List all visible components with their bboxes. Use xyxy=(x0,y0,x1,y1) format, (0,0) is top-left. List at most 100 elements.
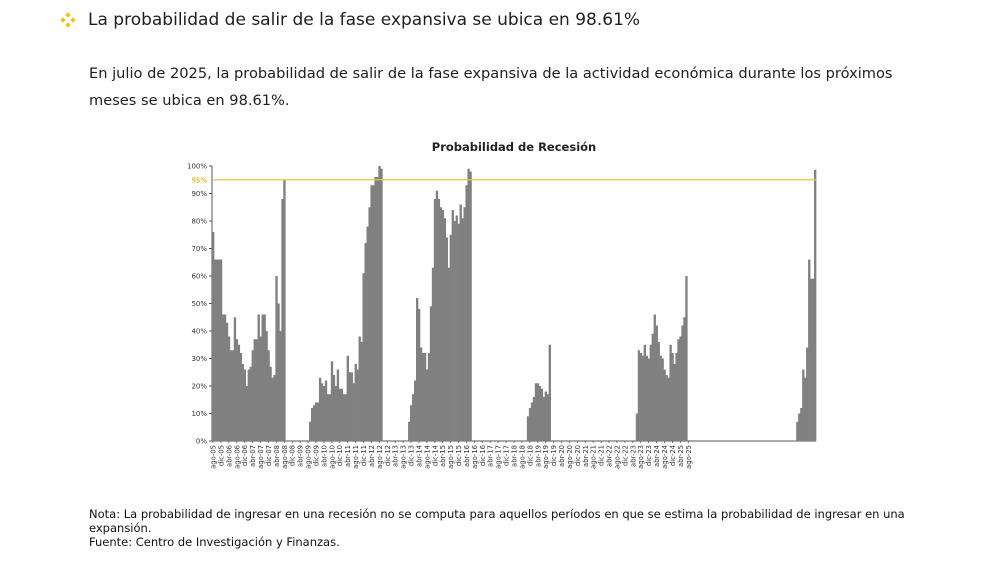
chart-bar xyxy=(810,278,813,441)
chart-bar xyxy=(257,314,260,441)
chart-bar xyxy=(410,405,413,441)
chart-bar xyxy=(451,210,454,441)
chart-bar xyxy=(806,347,809,441)
chart-bar xyxy=(469,171,472,441)
chart-bar xyxy=(279,331,282,441)
chart-bar xyxy=(685,276,688,441)
x-tick-label: abr-17 xyxy=(487,445,495,467)
chart-bar xyxy=(219,259,223,441)
chart-bar xyxy=(344,394,348,441)
x-tick-label: ago-16 xyxy=(471,445,479,469)
chart-bar xyxy=(412,394,415,441)
chart-bar xyxy=(796,421,799,441)
chart-bar xyxy=(663,369,666,441)
x-axis-labels: ago-05 dic-05 abr-06 ago-06 dic-06 abr-07 ago-… xyxy=(209,441,693,469)
chart-bar xyxy=(253,339,256,441)
chart-bar xyxy=(677,339,680,441)
chart-bar xyxy=(653,314,656,441)
x-tick-label: abr-22 xyxy=(606,445,614,467)
chart-bar xyxy=(669,344,672,441)
x-tick-label: abr-06 xyxy=(225,445,233,467)
x-tick-label: dic-20 xyxy=(574,445,582,466)
chart-bar xyxy=(814,169,817,441)
y-tick-label: 100% xyxy=(187,163,207,171)
diamond-bullet-icon xyxy=(60,12,76,28)
chart-bar xyxy=(273,375,276,441)
chart-bar xyxy=(269,366,272,441)
chart-bar xyxy=(449,234,452,441)
chart-bar xyxy=(463,207,466,441)
x-tick-label: dic-14 xyxy=(431,445,439,466)
chart-bar xyxy=(320,383,324,441)
chart-bar xyxy=(227,336,231,441)
x-tick-label: abr-07 xyxy=(249,445,257,467)
chart-bar xyxy=(536,383,540,441)
chart-bar xyxy=(459,204,462,441)
threshold-line-group: 95% xyxy=(191,176,816,184)
x-tick-label: dic-21 xyxy=(598,445,606,466)
chart-bar xyxy=(267,350,270,441)
chart-bar xyxy=(526,416,530,441)
chart-bar xyxy=(538,386,542,441)
chart-bar xyxy=(425,369,429,441)
source-text: Fuente: Centro de Investigación y Finanz… xyxy=(89,535,340,549)
x-tick-label: dic-09 xyxy=(312,445,320,466)
chart-bar xyxy=(225,322,229,441)
section-heading: La probabilidad de salir de la fase expa… xyxy=(60,10,640,30)
x-tick-label: ago-24 xyxy=(661,445,669,469)
chart-bar xyxy=(235,339,239,441)
x-tick-label: abr-19 xyxy=(534,445,542,467)
x-tick-label: dic-05 xyxy=(217,445,225,466)
chart-bar xyxy=(212,232,215,441)
chart-bar xyxy=(639,353,643,441)
x-tick-label: abr-16 xyxy=(463,445,471,467)
chart-bar xyxy=(683,317,686,441)
y-tick-label: 50% xyxy=(191,300,207,308)
chart-bar xyxy=(457,223,460,441)
chart-bar xyxy=(528,408,532,441)
y-tick-label: 0% xyxy=(196,438,207,446)
threshold-label: 95% xyxy=(191,176,207,184)
chart-bar xyxy=(255,339,258,441)
x-tick-label: ago-18 xyxy=(518,445,526,469)
chart-bar xyxy=(233,317,237,441)
x-tick-label: ago-11 xyxy=(352,445,360,469)
chart-bar xyxy=(283,179,286,441)
x-tick-label: dic-11 xyxy=(360,445,368,466)
chart-bar xyxy=(313,405,316,441)
chart-bar xyxy=(330,361,334,441)
chart-bar xyxy=(423,353,427,441)
chart-bar xyxy=(433,199,437,441)
x-tick-label: ago-23 xyxy=(637,445,645,469)
chart-bar xyxy=(800,408,803,441)
bullet-diamond xyxy=(65,22,71,28)
x-tick-label: ago-07 xyxy=(257,445,265,469)
chart-bar xyxy=(356,369,359,441)
chart-bar xyxy=(665,375,668,441)
chart-bar xyxy=(380,168,383,441)
chart-bar xyxy=(679,336,682,441)
y-tick-label: 40% xyxy=(191,328,207,336)
x-tick-label: ago-05 xyxy=(209,445,217,469)
chart-bar xyxy=(332,375,336,441)
y-tick-label: 80% xyxy=(191,218,207,226)
chart-bar xyxy=(239,353,243,441)
chart-bar xyxy=(231,350,235,441)
chart-bar xyxy=(251,350,254,441)
chart-bar xyxy=(435,190,439,441)
chart-bar xyxy=(346,355,349,441)
chart-bar xyxy=(215,259,219,441)
chart-bar xyxy=(657,342,660,441)
chart-bar xyxy=(275,276,278,441)
chart-bar xyxy=(311,408,314,441)
x-tick-label: dic-18 xyxy=(526,445,534,466)
chart-bar xyxy=(661,358,664,441)
chart-bar xyxy=(366,226,369,441)
x-tick-label: dic-22 xyxy=(621,445,629,466)
chart-bar xyxy=(259,336,262,441)
intro-paragraph: En julio de 2025, la probabilidad de sal… xyxy=(89,65,893,109)
chart-bar xyxy=(447,267,450,441)
chart-bar xyxy=(645,355,649,441)
chart-bar xyxy=(540,388,544,441)
chart-bar xyxy=(655,325,658,441)
